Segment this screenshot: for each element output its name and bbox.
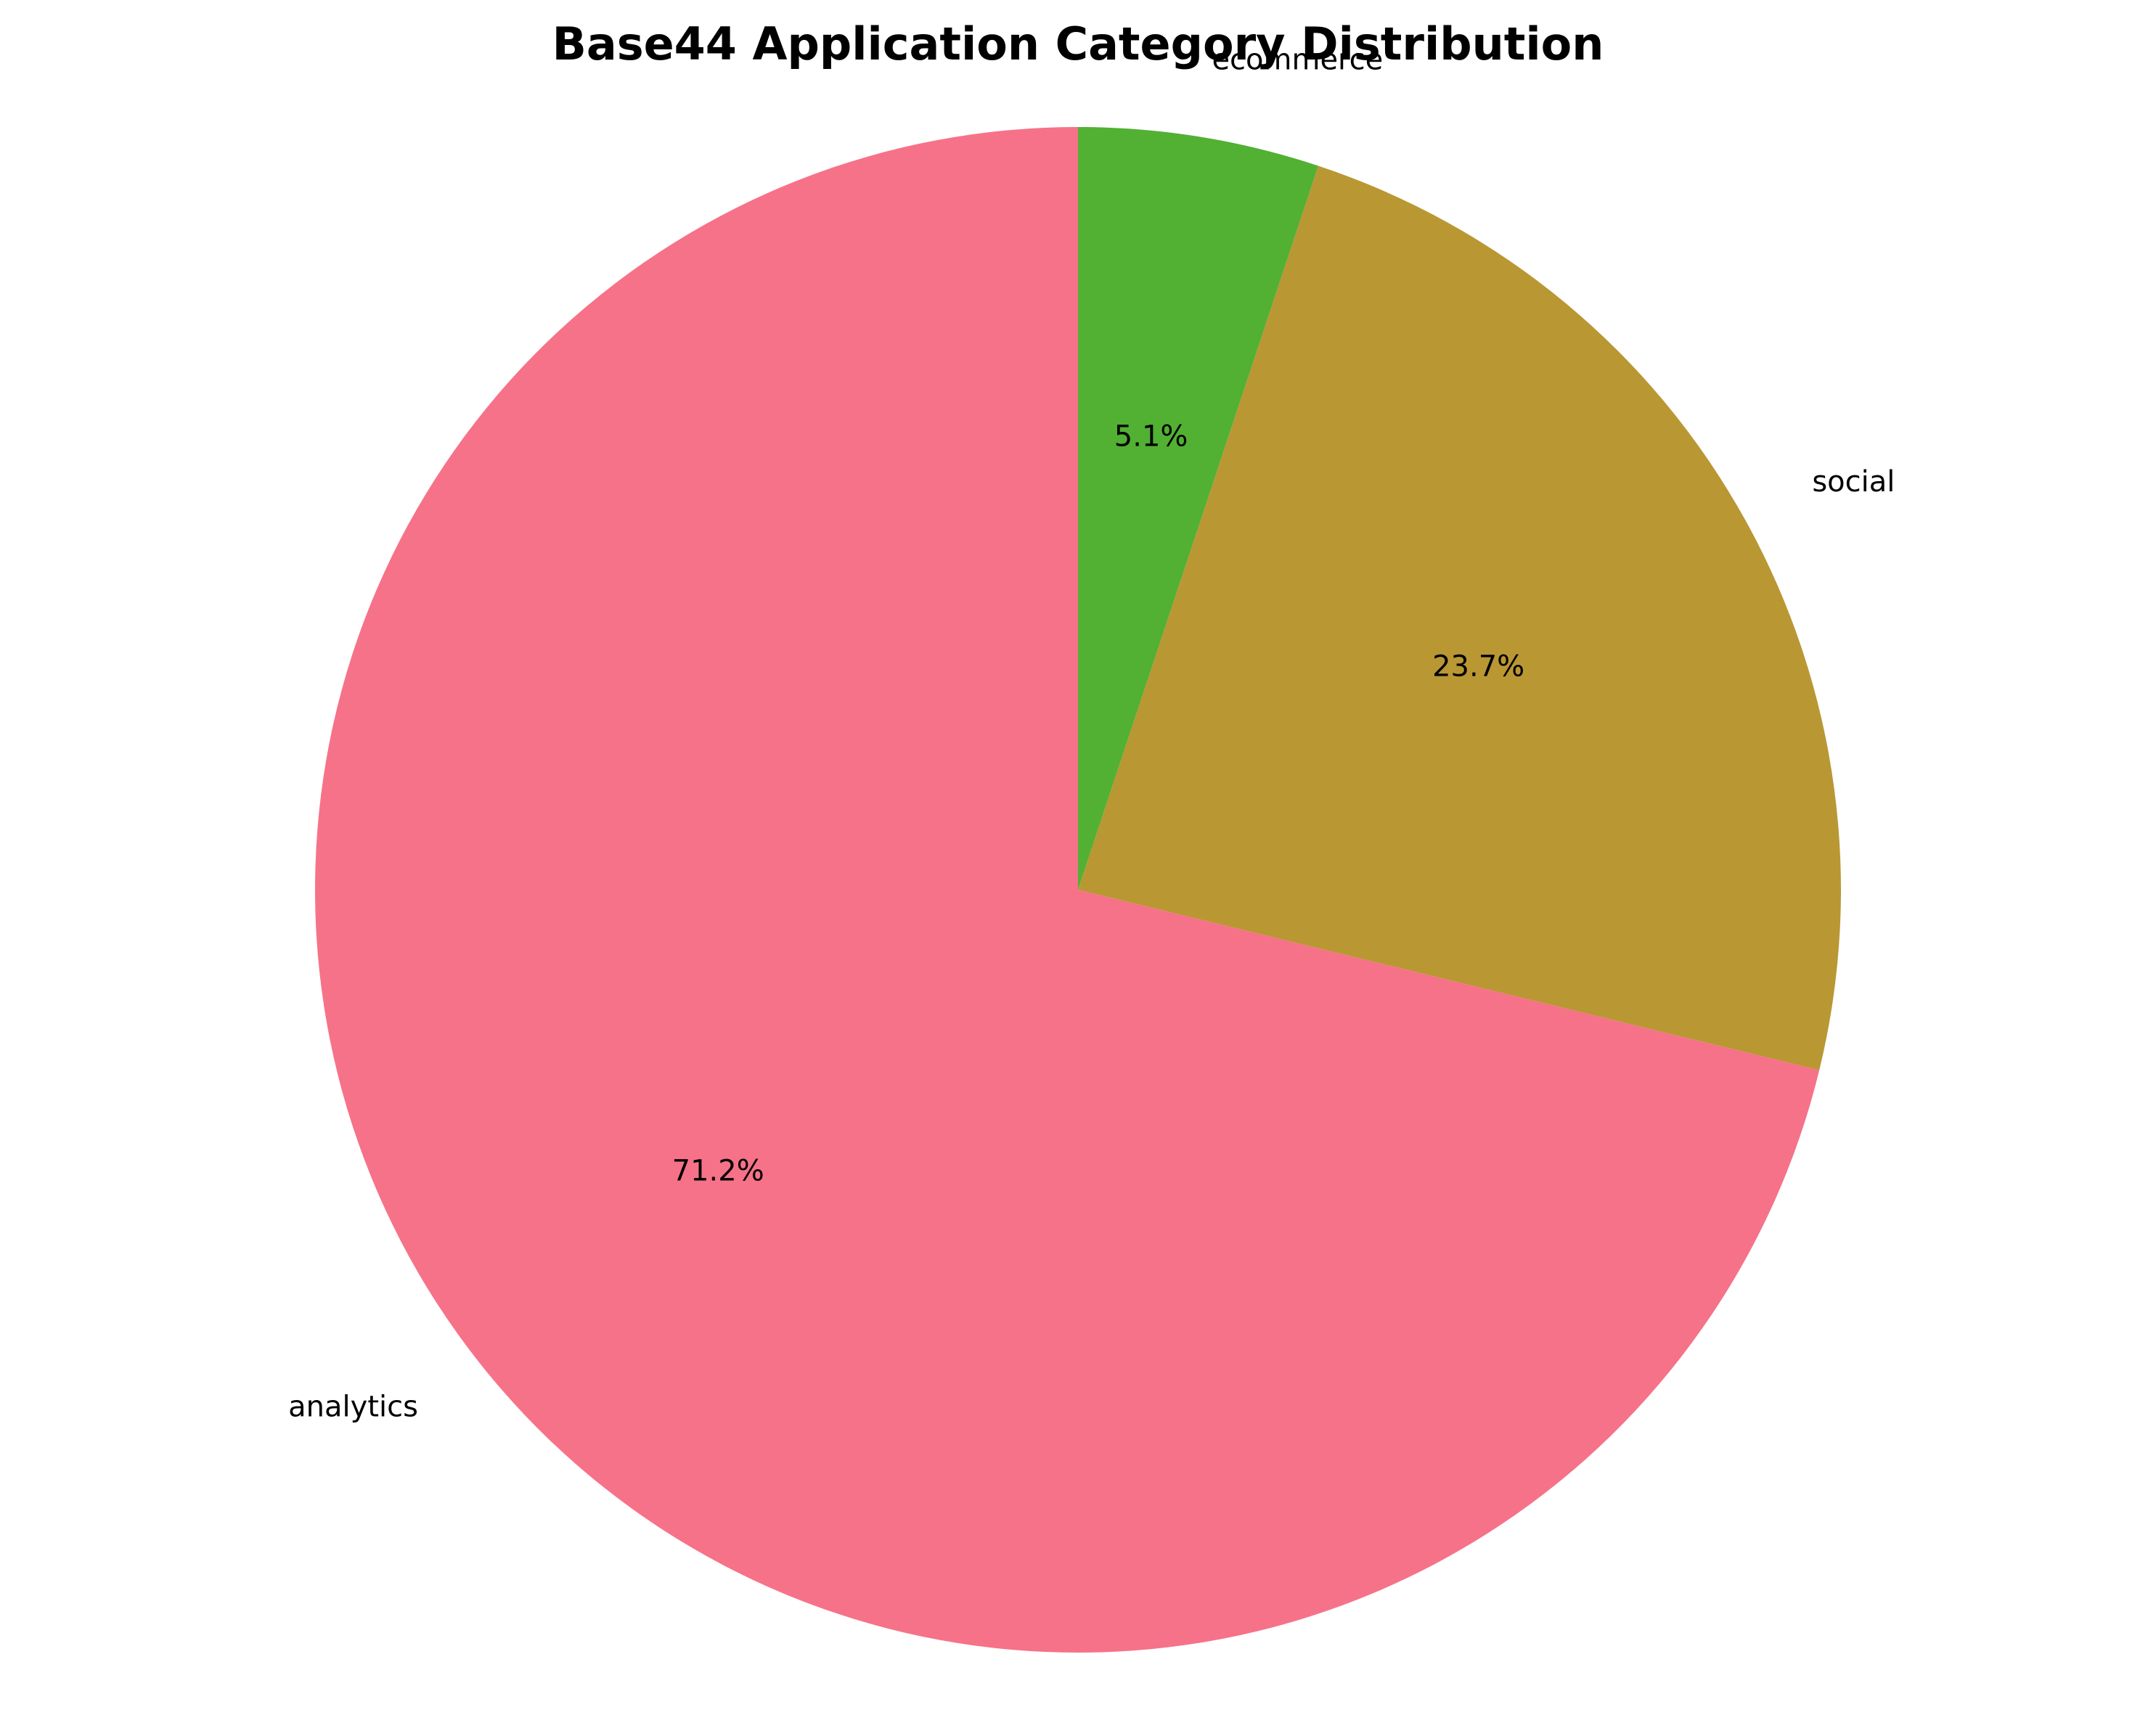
pie-slice-social [1078,165,1841,1071]
pie-slice-ecommerce [1078,127,1319,890]
pct-label-social: 23.7% [1432,650,1524,683]
slice-label-social: social [1812,465,1895,499]
pie-labels: ecommerce 5.1% social 23.7% analytics 71.2% [288,44,1895,1424]
pct-label-ecommerce: 5.1% [1114,420,1188,453]
pie-slice-analytics [314,127,1820,1653]
pct-label-analytics: 71.2% [672,1155,764,1188]
chart-title: Base44 Application Category Distribution [552,17,1604,70]
pie-slices [314,127,1841,1653]
slice-label-ecommerce: ecommerce [1212,44,1383,77]
slice-label-analytics: analytics [288,1390,418,1423]
